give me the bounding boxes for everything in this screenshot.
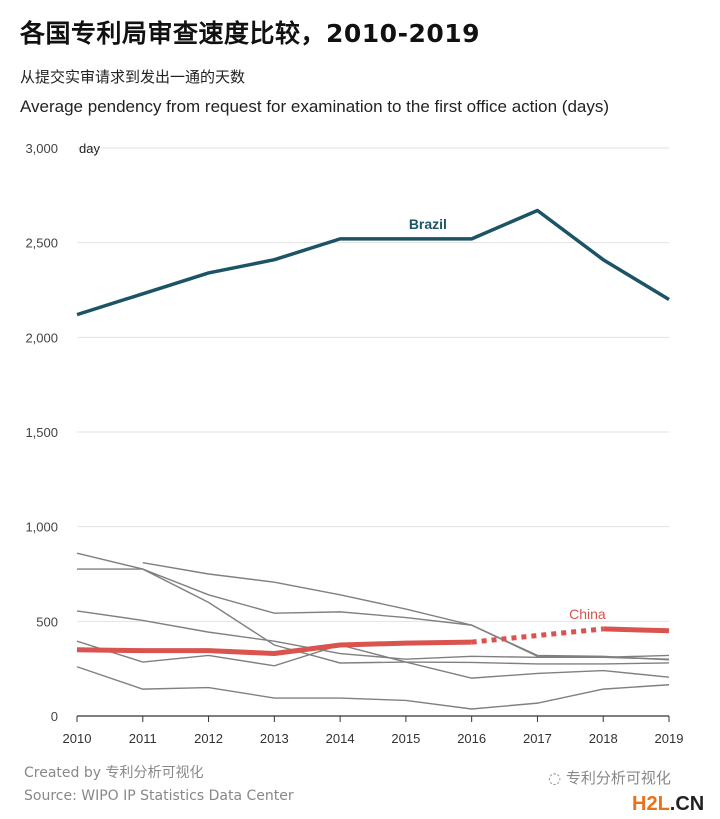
logo-part-b: .CN	[669, 793, 705, 815]
y-tick-label: 2,500	[25, 236, 58, 251]
series-line-brazil	[76, 208, 670, 317]
series-line-other-1	[76, 552, 670, 665]
x-tick-label: 2012	[194, 731, 223, 746]
x-tick-label: 2016	[457, 731, 486, 746]
chart-subtitle-en: Average pendency from request for examin…	[20, 97, 610, 116]
y-tick-label: 0	[51, 709, 58, 724]
logo-part-a: H2L	[632, 793, 670, 815]
x-tick-label: 2018	[589, 731, 618, 746]
wechat-icon: ◌	[548, 769, 566, 787]
wechat-watermark: ◌ 专利分析可视化	[548, 769, 671, 787]
source-note: Source: WIPO IP Statistics Data Center	[24, 788, 294, 804]
y-axis-label: day	[79, 141, 100, 156]
x-tick-label: 2010	[63, 731, 92, 746]
series-label-china: China	[569, 606, 606, 622]
y-tick-label: 2,000	[25, 330, 58, 345]
series-line-china-estimated	[471, 626, 604, 645]
series-line-other-4	[76, 610, 670, 660]
x-tick-label: 2014	[326, 731, 355, 746]
watermark-text: 专利分析可视化	[565, 769, 671, 787]
y-tick-label: 1,000	[25, 520, 58, 535]
series-line-china-2018-2019	[603, 626, 670, 634]
x-tick-label: 2015	[391, 731, 420, 746]
series-line-other-6	[76, 666, 670, 710]
x-tick-label: 2017	[523, 731, 552, 746]
series-line-china	[76, 639, 472, 657]
site-logo: H2L.CN	[632, 793, 704, 816]
x-tick-label: 2011	[129, 731, 157, 746]
chart-title: 各国专利局审查速度比较，2010-2019	[20, 19, 481, 48]
y-tick-label: 3,000	[25, 141, 58, 156]
y-tick-label: 1,500	[25, 425, 58, 440]
x-tick-label: 2019	[655, 731, 684, 746]
series-line-other-2	[77, 568, 670, 661]
y-tick-label: 500	[36, 614, 58, 629]
series-line-other-5	[76, 640, 670, 679]
chart-subtitle-cn: 从提交实审请求到发出一通的天数	[20, 68, 246, 86]
created-by-credit: Created by 专利分析可视化	[24, 765, 204, 781]
x-tick-label: 2013	[260, 731, 289, 746]
series-label-brazil: Brazil	[409, 216, 447, 232]
